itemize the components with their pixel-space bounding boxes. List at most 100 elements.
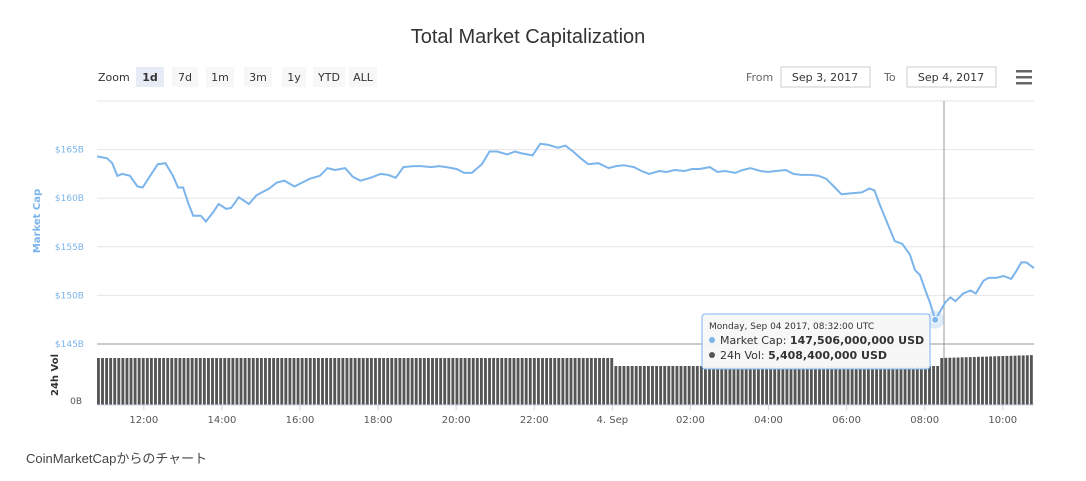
zoom-button-1y[interactable]: [282, 67, 306, 87]
volume-bar: [940, 358, 944, 405]
market-cap-series-line: [96, 142, 1035, 323]
volume-bar: [369, 358, 373, 405]
volume-bar: [866, 366, 870, 405]
volume-bar: [211, 358, 214, 405]
volume-bar: [194, 358, 198, 405]
volume-bar: [97, 358, 100, 405]
tooltip: Monday, Sep 04 2017, 08:32:00 UTC Market…: [701, 313, 931, 370]
volume-bar: [801, 366, 805, 405]
volume-bar: [761, 366, 764, 405]
y-tick-label: $150B: [55, 291, 84, 301]
zoom-button-label-1d: 1d: [142, 71, 158, 84]
volume-bar: [133, 358, 137, 405]
volume-bar: [569, 358, 573, 405]
volume-bar: [655, 366, 658, 405]
to-date-input[interactable]: [906, 66, 997, 88]
volume-bar: [944, 357, 948, 405]
volume-bar: [549, 358, 553, 405]
y-tick-label: $155B: [55, 243, 84, 253]
zoom-button-1m[interactable]: [206, 67, 234, 87]
volume-bar: [272, 358, 276, 405]
volume-bar: [924, 366, 927, 405]
volume-bar: [300, 358, 304, 405]
y-axis-title: Market Cap: [32, 189, 43, 253]
volume-bar: [704, 366, 707, 405]
volume-bar: [451, 358, 455, 405]
volume-bar: [475, 358, 479, 405]
volume-bar: [691, 366, 695, 405]
volume-bar: [830, 366, 834, 405]
x-axis-ticks: 12:00 14:00 16:00 18:00 20:00 22:00 4. Sep 02:0…: [129, 405, 1017, 426]
volume-bar: [695, 366, 699, 405]
volume-bar: [141, 358, 145, 405]
volume-bar: [826, 366, 830, 405]
volume-bar: [773, 366, 777, 405]
volume-bar: [1009, 355, 1013, 405]
volume-bar: [337, 358, 341, 405]
volume-bar: [512, 358, 516, 405]
volume-bar: [459, 358, 463, 405]
volume-bar: [439, 358, 443, 405]
zoom-button-1d[interactable]: [136, 67, 164, 87]
volume-bar: [671, 366, 675, 405]
volume-bar: [125, 358, 129, 405]
volume-bar: [602, 358, 606, 405]
x-tick-label: 18:00: [364, 415, 393, 426]
volume-bar: [443, 358, 447, 405]
zoom-button-ytd[interactable]: [313, 67, 345, 87]
volume-bar: [626, 366, 630, 405]
volume-bar: [683, 366, 687, 405]
volume-bar: [386, 358, 390, 405]
zoom-button-7d[interactable]: [172, 67, 198, 87]
volume-bar: [431, 358, 434, 405]
volume-bar: [646, 366, 650, 405]
volume-bar: [687, 366, 691, 405]
tooltip-header: Monday, Sep 04 2017, 08:32:00 UTC: [709, 322, 874, 332]
from-date-input[interactable]: [780, 66, 871, 88]
volume-bars: [97, 355, 1033, 405]
tooltip-box: [701, 313, 931, 370]
volume-bar: [907, 366, 911, 405]
volume-bar: [744, 366, 748, 405]
volume-bar: [846, 366, 850, 405]
tooltip-row-vol: 24h Vol: 5,408,400,000 USD: [720, 349, 887, 362]
volume-bar: [891, 366, 895, 405]
volume-bar: [255, 358, 259, 405]
volume-bar: [699, 366, 703, 405]
zoom-button-all[interactable]: [349, 67, 377, 87]
volume-bar: [158, 358, 161, 405]
zoom-button-3m[interactable]: [244, 67, 272, 87]
volume-bar: [887, 366, 891, 405]
volume-bar: [883, 366, 887, 405]
volume-bar: [422, 358, 426, 405]
tooltip-vol-value: 5,408,400,000 USD: [768, 349, 887, 362]
volume-bar: [484, 358, 487, 405]
x-tick-label: 14:00: [208, 415, 237, 426]
volume-bar: [541, 358, 544, 405]
volume-bar: [781, 366, 785, 405]
x-tick-label: 02:00: [676, 415, 705, 426]
volume-bar: [137, 358, 141, 405]
chart-svg: Total Market Capitalization Zoom 1d 7d 1m 3…: [32, 26, 1035, 426]
volume-bar: [756, 366, 760, 405]
volume-bar: [1021, 355, 1025, 405]
volume-bar: [479, 358, 483, 405]
chart-caption: CoinMarketCapからのチャート: [26, 451, 208, 466]
volume-bar: [679, 366, 683, 405]
hamburger-menu-icon[interactable]: [1016, 70, 1032, 85]
volume-bar: [198, 358, 202, 405]
volume-bar: [675, 366, 679, 405]
tooltip-mcap-value: 147,506,000,000 USD: [790, 334, 924, 347]
volume-bar: [911, 366, 915, 405]
volume-bar: [361, 358, 365, 405]
volume-bar: [610, 358, 614, 405]
volume-bar: [919, 366, 923, 405]
zoom-button-label-1m: 1m: [211, 71, 229, 84]
zoom-controls: Zoom 1d 7d 1m 3m 1y YTD ALL: [98, 67, 377, 87]
volume-bar: [243, 358, 247, 405]
volume-bar: [642, 366, 646, 405]
volume-bar: [296, 358, 300, 405]
volume-bar: [915, 366, 919, 405]
volume-bar: [712, 366, 716, 405]
volume-bar: [349, 358, 353, 405]
